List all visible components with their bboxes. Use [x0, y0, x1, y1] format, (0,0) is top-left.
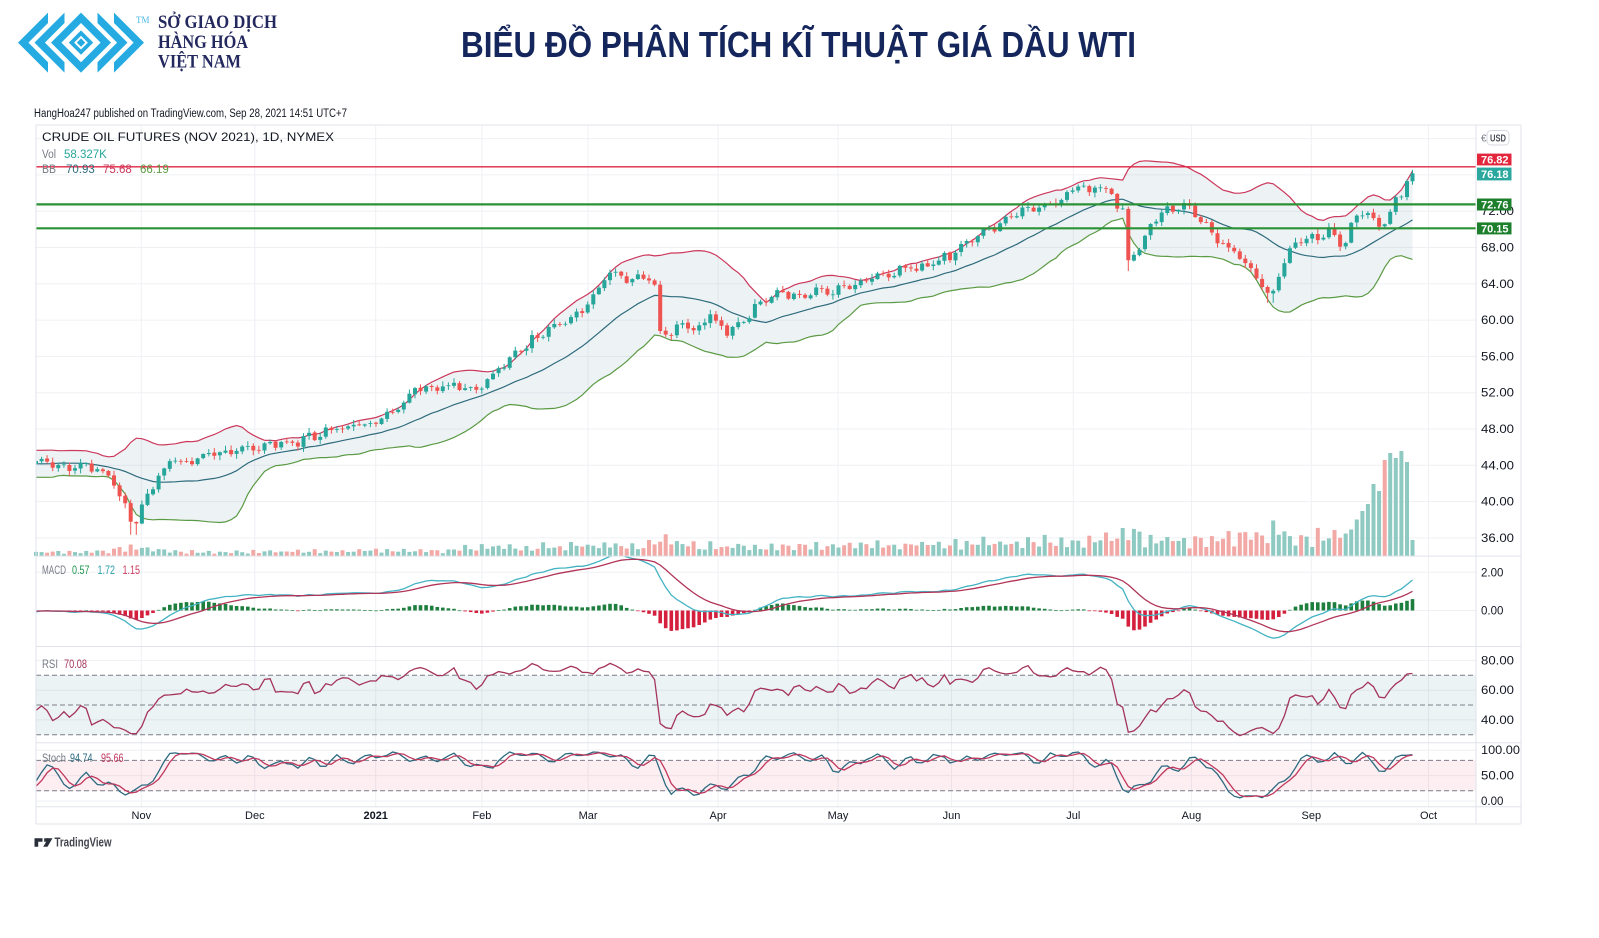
svg-text:58.327K: 58.327K	[64, 149, 107, 161]
svg-text:2021: 2021	[363, 810, 387, 822]
svg-text:RSI: RSI	[42, 659, 58, 671]
svg-text:64.00: 64.00	[1481, 279, 1514, 291]
svg-text:USD: USD	[1490, 133, 1506, 145]
svg-text:Vol: Vol	[42, 149, 56, 161]
svg-text:66.19: 66.19	[140, 164, 169, 176]
svg-text:Aug: Aug	[1182, 810, 1202, 822]
svg-text:75.68: 75.68	[103, 164, 132, 176]
svg-text:56.00: 56.00	[1481, 351, 1514, 363]
svg-text:48.00: 48.00	[1481, 424, 1514, 436]
svg-text:68.00: 68.00	[1481, 243, 1514, 255]
svg-text:52.00: 52.00	[1481, 388, 1514, 400]
svg-text:70.15: 70.15	[1481, 223, 1509, 235]
svg-text:Jun: Jun	[943, 810, 961, 822]
svg-text:Feb: Feb	[472, 810, 491, 822]
svg-text:HÀNG HÓA: HÀNG HÓA	[158, 31, 248, 53]
svg-text:Sep: Sep	[1302, 810, 1322, 822]
svg-text:60.00: 60.00	[1481, 685, 1514, 697]
svg-text:BIỂU ĐỒ PHÂN TÍCH KĨ THUẬT GIÁ: BIỂU ĐỒ PHÂN TÍCH KĨ THUẬT GIÁ DẦU WTI	[461, 23, 1136, 65]
svg-text:94.74: 94.74	[70, 753, 93, 765]
svg-text:BB: BB	[42, 164, 56, 176]
svg-text:May: May	[828, 810, 849, 822]
svg-text:95.66: 95.66	[101, 753, 124, 765]
svg-text:Jul: Jul	[1066, 810, 1080, 822]
svg-text:1.15: 1.15	[123, 565, 141, 577]
svg-text:36.00: 36.00	[1481, 533, 1514, 545]
svg-text:80.00: 80.00	[1481, 655, 1514, 667]
svg-text:60.00: 60.00	[1481, 315, 1514, 327]
svg-text:HangHoa247 published on Tradin: HangHoa247 published on TradingView.com,…	[34, 108, 347, 120]
svg-text:Dec: Dec	[245, 810, 265, 822]
svg-text:Mar: Mar	[579, 810, 598, 822]
svg-text:Apr: Apr	[710, 810, 727, 822]
svg-text:0.00: 0.00	[1481, 796, 1503, 808]
svg-text:44.00: 44.00	[1481, 460, 1514, 472]
svg-text:50.00: 50.00	[1481, 771, 1514, 783]
svg-text:76.82: 76.82	[1481, 155, 1509, 167]
svg-text:TM: TM	[136, 15, 150, 25]
svg-text:76.18: 76.18	[1481, 169, 1509, 181]
svg-text:0.57: 0.57	[72, 565, 90, 577]
svg-text:40.00: 40.00	[1481, 497, 1514, 509]
svg-text:72.76: 72.76	[1481, 200, 1509, 212]
svg-text:2.00: 2.00	[1481, 567, 1503, 579]
svg-text:0.00: 0.00	[1481, 606, 1503, 618]
svg-text:100.00: 100.00	[1481, 745, 1520, 757]
svg-text:70.93: 70.93	[66, 164, 95, 176]
svg-text:Stoch: Stoch	[42, 753, 66, 765]
svg-text:70.08: 70.08	[64, 659, 87, 671]
svg-text:Nov: Nov	[132, 810, 152, 822]
svg-text:Oct: Oct	[1420, 810, 1437, 822]
svg-text:40.00: 40.00	[1481, 715, 1514, 727]
svg-text:€: €	[1481, 134, 1487, 145]
svg-text:VIỆT NAM: VIỆT NAM	[158, 51, 241, 73]
svg-text:CRUDE OIL FUTURES (NOV 2021),: CRUDE OIL FUTURES (NOV 2021), 1D, NYMEX	[42, 130, 334, 144]
svg-text:MACD: MACD	[42, 565, 66, 577]
svg-text:TradingView: TradingView	[55, 836, 112, 850]
svg-text:1.72: 1.72	[98, 565, 116, 577]
svg-text:SỞ GIAO DỊCH: SỞ GIAO DỊCH	[158, 11, 277, 33]
